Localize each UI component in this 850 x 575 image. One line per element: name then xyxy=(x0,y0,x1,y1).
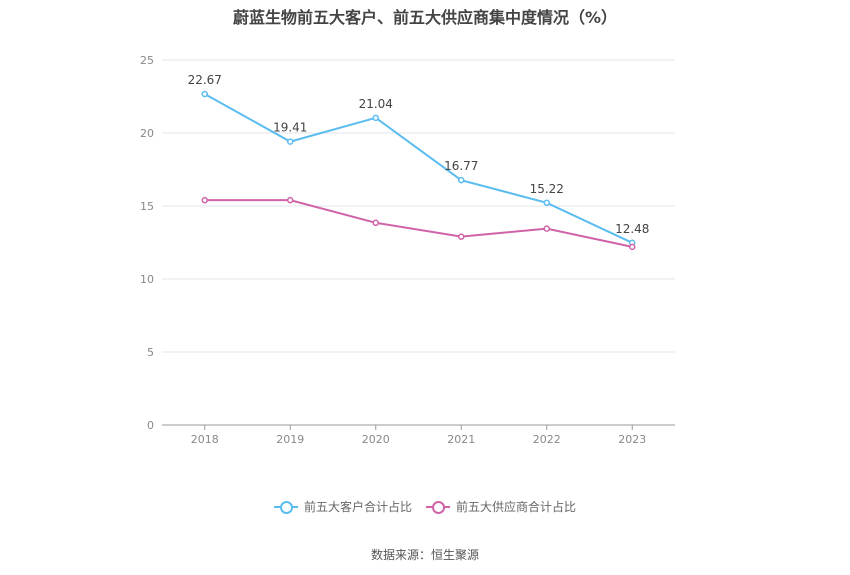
series-line xyxy=(204,93,633,244)
y-tick-label: 15 xyxy=(140,200,154,213)
y-tick-label: 10 xyxy=(140,273,154,286)
legend-dot xyxy=(279,500,293,514)
data-labels: 22.67 19.41 21.04 16.77 15.22 12.48 xyxy=(188,73,650,236)
data-point xyxy=(629,243,636,251)
axes: 0 5 10 15 20 25 2018 2019 2020 2021 2022 2023 xyxy=(140,54,675,446)
legend-label: 前五大客户合计占比 xyxy=(303,500,412,514)
y-tick-label: 25 xyxy=(140,54,154,67)
data-label: 21.04 xyxy=(359,97,393,111)
data-point xyxy=(543,199,550,207)
x-tick-label: 2020 xyxy=(362,433,390,446)
data-label: 16.77 xyxy=(444,159,478,173)
data-point xyxy=(372,114,379,122)
legend-marker-icon xyxy=(426,500,450,514)
legend-item-customers[interactable]: 前五大客户合计占比 xyxy=(273,498,412,515)
legend-dot xyxy=(432,500,445,514)
legend-marker-icon xyxy=(273,500,298,514)
data-point xyxy=(372,219,379,227)
data-point xyxy=(201,196,208,204)
grid-lines xyxy=(162,59,675,353)
legend-item-suppliers[interactable]: 前五大供应商合计占比 xyxy=(426,498,576,515)
data-label: 22.67 xyxy=(188,73,222,87)
x-tick-label: 2019 xyxy=(276,433,304,446)
legend-label: 前五大供应商合计占比 xyxy=(456,500,577,514)
x-tick-label: 2018 xyxy=(191,433,219,446)
y-tick-label: 20 xyxy=(140,127,154,140)
data-label: 12.48 xyxy=(615,222,649,236)
series-line xyxy=(204,199,633,248)
series xyxy=(201,90,636,251)
x-tick-label: 2021 xyxy=(447,433,475,446)
source-note: 数据来源：恒生聚源 xyxy=(370,548,479,562)
y-tick-label: 0 xyxy=(147,419,154,432)
data-point xyxy=(458,233,465,240)
chart-title: 蔚蓝生物前五大客户、前五大供应商集中度情况（%） xyxy=(232,8,618,27)
data-point xyxy=(201,90,208,98)
x-tick-label: 2023 xyxy=(618,433,646,446)
x-tick-label: 2022 xyxy=(533,433,561,446)
legend: 前五大客户合计占比 前五大供应商合计占比 xyxy=(0,498,850,515)
data-point xyxy=(287,138,294,145)
y-tick-label: 5 xyxy=(147,346,154,359)
data-point xyxy=(458,176,465,184)
data-label: 15.22 xyxy=(530,182,564,196)
data-point xyxy=(287,196,294,204)
data-point xyxy=(543,225,550,232)
data-label: 19.41 xyxy=(273,121,307,135)
